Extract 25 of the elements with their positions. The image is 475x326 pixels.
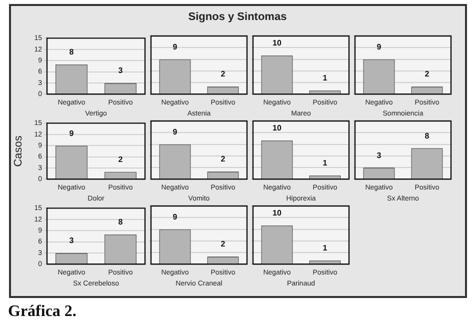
data-label: 9 <box>69 128 74 138</box>
data-label: 2 <box>220 154 226 164</box>
data-label: 2 <box>220 70 226 79</box>
data-label: 2 <box>220 240 226 249</box>
chart-title: Signos y Sintomas <box>187 11 288 23</box>
data-label: 1 <box>322 244 328 253</box>
data-label: 9 <box>172 127 178 136</box>
data-label: 9 <box>172 212 178 222</box>
data-label: 2 <box>424 70 430 79</box>
data-label: 8 <box>424 131 430 140</box>
data-label: 9 <box>172 42 178 52</box>
data-label: 9 <box>376 42 382 52</box>
text: Gráfica 2. <box>8 303 76 321</box>
data-label: 10 <box>272 208 282 218</box>
data-label: 1 <box>322 74 328 83</box>
data-label: 3 <box>69 236 74 246</box>
y-axis-title: Casos <box>12 135 25 167</box>
data-label: 3 <box>376 150 382 160</box>
data-label: 8 <box>69 48 74 57</box>
data-label: 3 <box>118 66 124 76</box>
data-label: 10 <box>272 124 282 133</box>
data-label: 2 <box>118 154 124 164</box>
data-label: 8 <box>118 218 124 227</box>
data-label: 1 <box>322 158 328 168</box>
data-label: 10 <box>272 38 282 48</box>
